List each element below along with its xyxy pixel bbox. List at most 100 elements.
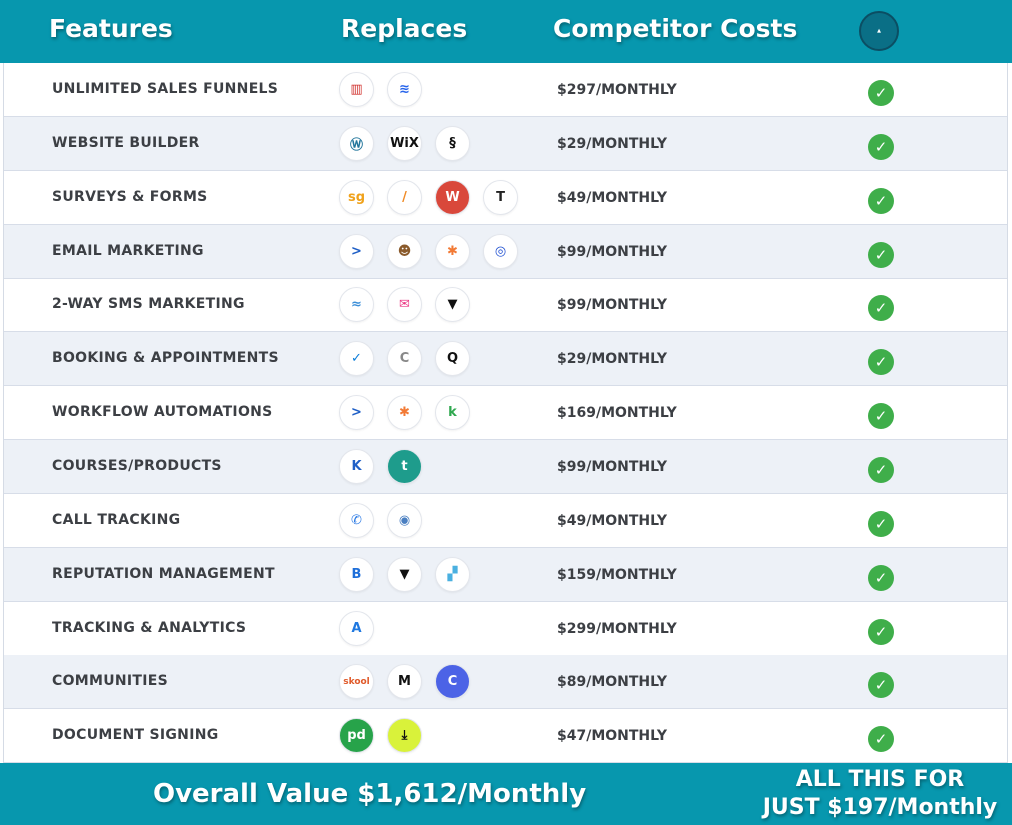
acuity-icon: Q xyxy=(435,341,470,377)
hubspot-icon: ✱ xyxy=(387,395,422,431)
replaced-tools: > ☻ ✱ ◎ xyxy=(339,233,518,269)
teachable-icon: t xyxy=(387,448,422,484)
wordpress-icon: Ⓦ xyxy=(339,125,374,161)
table-row: TRACKING & ANALYTICS A $299/MONTHLY ✓ xyxy=(4,602,1007,656)
feature-name: EMAIL MARKETING xyxy=(52,242,204,259)
competitor-cost: $49/MONTHLY xyxy=(557,189,668,206)
check-icon: ✓ xyxy=(868,403,894,430)
feature-name: DOCUMENT SIGNING xyxy=(52,727,219,744)
surveygizmo-icon: sg xyxy=(339,179,374,215)
check-icon: ✓ xyxy=(868,187,894,214)
offer-line-2: JUST $197/Monthly xyxy=(762,795,998,820)
callrail-icon: ✆ xyxy=(339,502,374,538)
competitor-cost: $99/MONTHLY xyxy=(557,458,668,475)
check-icon: ✓ xyxy=(868,456,894,483)
textmagic-icon: ≈ xyxy=(339,287,374,323)
check-icon: ✓ xyxy=(868,510,894,537)
replaced-tools: B ▼ ▞ xyxy=(339,556,470,592)
pandadoc-icon: pd xyxy=(339,718,374,754)
check-icon: ✓ xyxy=(868,618,894,645)
offer-line-1: ALL THIS FOR xyxy=(795,767,965,792)
table-row: EMAIL MARKETING > ☻ ✱ ◎ $99/MONTHLY ✓ xyxy=(4,224,1007,279)
replaced-tools: A xyxy=(339,610,374,646)
competitor-cost: $49/MONTHLY xyxy=(557,512,668,529)
competitor-cost: $99/MONTHLY xyxy=(557,297,668,314)
competitor-cost: $299/MONTHLY xyxy=(557,620,677,637)
replaced-tools: skool M C xyxy=(339,664,470,700)
feature-name: COMMUNITIES xyxy=(52,673,169,690)
table-header: Features Replaces Competitor Costs ▲ xyxy=(0,0,1012,63)
activecampaign-icon: > xyxy=(339,395,374,431)
leadpages-icon: ≋ xyxy=(387,72,422,107)
hubspot-icon: ✱ xyxy=(435,233,470,269)
squarespace-icon: § xyxy=(435,125,470,161)
callrail-2-icon: ◉ xyxy=(387,502,422,538)
feature-name: TRACKING & ANALYTICS xyxy=(52,619,247,636)
clickfunnels-icon: ▥ xyxy=(339,72,374,107)
constant-contact-icon: ◎ xyxy=(483,233,518,269)
sms-app-icon: ✉ xyxy=(387,287,422,323)
analytics-icon: A xyxy=(339,610,374,646)
kajabi-icon: K xyxy=(339,448,374,484)
replaced-tools: ✆ ◉ xyxy=(339,502,422,538)
wufoo-icon: W xyxy=(435,179,470,215)
replaced-tools: ▥ ≋ xyxy=(339,72,422,107)
feature-name: SURVEYS & FORMS xyxy=(52,188,208,205)
competitor-cost: $297/MONTHLY xyxy=(557,82,677,98)
check-icon: ✓ xyxy=(868,295,894,322)
activecampaign-icon: > xyxy=(339,233,374,269)
replaced-tools: ✓ C Q xyxy=(339,341,470,377)
keap-icon: k xyxy=(435,395,470,431)
feature-name: UNLIMITED SALES FUNNELS xyxy=(52,81,279,97)
reputation-icon: ▞ xyxy=(435,556,470,592)
check-icon: ✓ xyxy=(868,241,894,268)
table-row: COMMUNITIES skool M C $89/MONTHLY ✓ xyxy=(4,655,1007,710)
table-row: DOCUMENT SIGNING pd ⤓ $47/MONTHLY ✓ xyxy=(4,709,1007,764)
feature-name: COURSES/PRODUCTS xyxy=(52,457,222,474)
brand-logo: ▲ xyxy=(859,11,899,51)
competitor-cost: $99/MONTHLY xyxy=(557,243,668,260)
feature-name: BOOKING & APPOINTMENTS xyxy=(52,350,279,367)
typeform-icon: T xyxy=(483,179,518,215)
table-row: REPUTATION MANAGEMENT B ▼ ▞ $159/MONTHLY ✓ xyxy=(4,547,1007,602)
overall-value: Overall Value $1,612/Monthly xyxy=(153,779,587,809)
jotform-icon: / xyxy=(387,179,422,215)
competitor-cost: $47/MONTHLY xyxy=(557,728,668,745)
feature-name: CALL TRACKING xyxy=(52,511,181,528)
footer-banner: Overall Value $1,612/Monthly ALL THIS FO… xyxy=(0,763,1012,825)
competitor-cost: $89/MONTHLY xyxy=(557,674,668,691)
replaced-tools: Ⓦ WiX § xyxy=(339,125,470,161)
check-icon: ✓ xyxy=(868,133,894,160)
check-icon: ✓ xyxy=(868,564,894,591)
replaced-tools: sg / W T xyxy=(339,179,518,215)
table-row: WORKFLOW AUTOMATIONS > ✱ k $169/MONTHLY ✓ xyxy=(4,386,1007,441)
replaced-tools: pd ⤓ xyxy=(339,718,422,754)
calendly-icon: ✓ xyxy=(339,341,374,377)
podium-icon: ▼ xyxy=(435,287,470,323)
check-icon: ✓ xyxy=(868,672,894,699)
feature-name: WORKFLOW AUTOMATIONS xyxy=(52,404,273,421)
mailchimp-icon: ☻ xyxy=(387,233,422,269)
table-row: SURVEYS & FORMS sg / W T $49/MONTHLY ✓ xyxy=(4,171,1007,225)
features-table: UNLIMITED SALES FUNNELS ▥ ≋ $297/MONTHLY ✓ WE… xyxy=(3,63,1008,764)
table-row: UNLIMITED SALES FUNNELS ▥ ≋ $297/MONTHLY ✓ xyxy=(4,63,1007,117)
competitor-costs-heading: Competitor Costs xyxy=(553,14,798,43)
competitor-cost: $29/MONTHLY xyxy=(557,351,668,368)
podium-icon: ▼ xyxy=(387,556,422,592)
table-row: 2-WAY SMS MARKETING ≈ ✉ ▼ $99/MONTHLY ✓ xyxy=(4,278,1007,333)
wix-icon: WiX xyxy=(387,125,422,161)
competitor-cost: $29/MONTHLY xyxy=(557,135,668,152)
check-icon: ✓ xyxy=(868,726,894,753)
birdeye-icon: B xyxy=(339,556,374,592)
mighty-networks-icon: M xyxy=(387,664,422,700)
table-row: CALL TRACKING ✆ ◉ $49/MONTHLY ✓ xyxy=(4,494,1007,548)
competitor-cost: $169/MONTHLY xyxy=(557,405,677,422)
feature-name: 2-WAY SMS MARKETING xyxy=(52,296,245,313)
docusign-icon: ⤓ xyxy=(387,718,422,754)
competitor-cost: $159/MONTHLY xyxy=(557,566,677,583)
replaced-tools: ≈ ✉ ▼ xyxy=(339,287,470,323)
features-heading: Features xyxy=(49,14,173,43)
circle-icon: C xyxy=(435,664,470,700)
